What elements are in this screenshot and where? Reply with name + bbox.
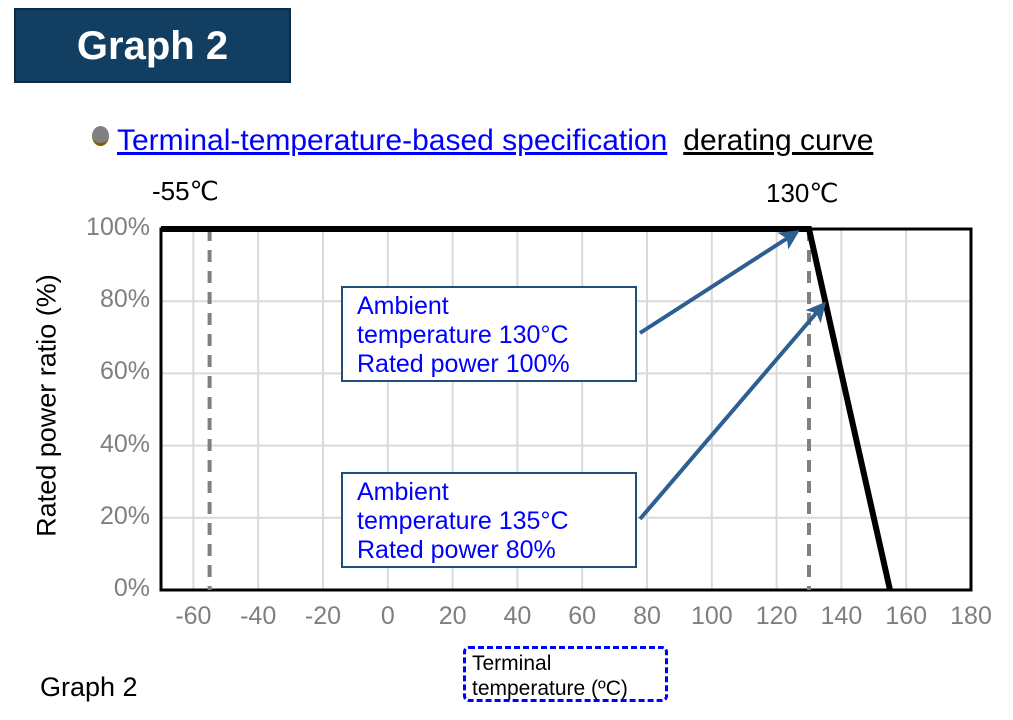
x-axis-caption-line2: temperature (ºC) [472,677,628,700]
x-tick-label: -20 [304,602,342,630]
callout-ambient-135: Ambient temperature 135°C Rated power 80… [341,472,637,568]
callout-2-line1: Ambient [357,478,449,506]
callout-1-line2: temperature 130°C [357,321,569,349]
x-tick-label: 160 [885,602,928,630]
page-title: Graph 2 [76,23,229,68]
headline-suffix-text: derating curve [683,124,874,157]
x-tick-label: -60 [175,602,212,630]
y-tick-label: 100% [86,213,150,241]
y-tick-label: 80% [99,285,150,314]
x-axis-caption-line1: Terminal [472,652,552,675]
x-tick-label: 120 [755,602,798,630]
y-tick-label: 60% [99,357,150,386]
bullet-dot-icon [92,126,109,146]
callout-1-line3: Rated power 100% [357,350,570,378]
x-tick-label: 20 [438,602,467,630]
graph-title-banner: Graph 2 [14,8,291,83]
callout-2-arrow [638,301,827,521]
x-tick-label: 40 [503,602,532,630]
callout-2-line3: Rated power 80% [357,536,556,564]
x-tick-label: 60 [568,602,597,630]
callout-ambient-130: Ambient temperature 130°C Rated power 10… [341,286,637,382]
headline-row: Terminal-temperature-based specification… [92,124,873,158]
y-tick-label: 40% [99,429,150,458]
reference-lines [207,229,811,590]
y-tick-label: 0% [113,574,150,602]
y-axis-tick-labels: 0% 20% 40% 60% 80% 100% [30,0,150,720]
x-tick-label: 180 [950,602,992,630]
x-tick-label: 80 [633,602,661,630]
headline-link-text[interactable]: Terminal-temperature-based specification [117,124,668,157]
min-temp-label: -55℃ [152,176,219,206]
x-tick-label: 100 [690,602,733,630]
x-tick-label: 140 [820,602,863,630]
y-tick-label: 20% [99,501,150,530]
x-tick-label: -40 [240,602,277,630]
callout-2-line2: temperature 135°C [357,507,569,535]
x-axis-caption-box: Terminal temperature (ºC) [463,646,668,702]
callout-1-arrow [638,230,800,335]
x-tick-label: 0 [380,602,395,630]
derating-curve-line [161,226,893,591]
bottom-caption: Graph 2 [40,672,138,702]
callout-1-line1: Ambient [357,292,449,320]
max-temp-label: 130℃ [766,178,839,208]
